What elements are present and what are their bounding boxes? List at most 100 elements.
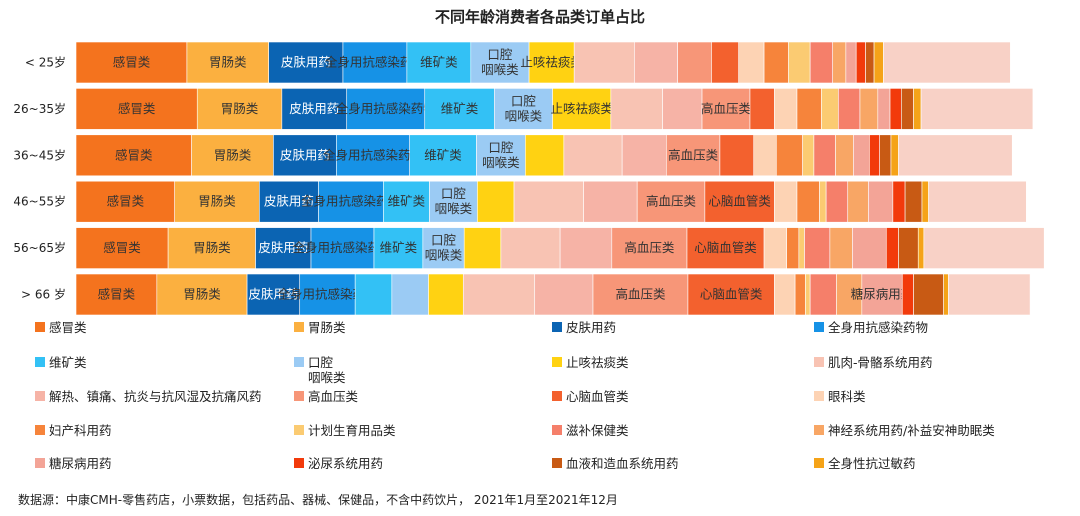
legend-label: 全身用抗感染药物 [828,320,928,335]
bar-data-label: 全身用抗感染药物 [323,147,423,162]
bar-segment-series-0 [75,134,192,177]
bar-data-label-line: 糖尿病用药 [851,287,914,302]
bar-data-label-line: 皮肤用药 [289,101,339,116]
bar-data-label-line: 皮肤用药 [280,147,330,162]
bar-segment-series-3 [299,273,356,316]
bar-segment-series-11 [774,273,796,316]
bar-segment-series-2 [281,88,348,130]
bar-data-label-line: 心脑血管类 [708,194,771,209]
bar-segment-series-7 [500,227,561,269]
bar-data-label-line: 高血压类 [615,287,666,302]
legend-label: 感冒类 [49,320,87,335]
bar-segment-series-17 [869,134,880,177]
bar-segment-series-18 [865,41,875,84]
bar-data-label: 高血压类 [624,240,675,255]
bar-segment-series-18 [879,134,892,177]
bar-segment-series-15 [847,180,869,223]
bar-data-label-line: 维矿类 [388,194,426,209]
bar-data-label-line: 维矿类 [420,55,458,70]
legend-swatch [35,322,45,332]
bar-segment-series-2 [273,134,337,177]
bar-segment-series-18 [913,273,944,316]
bar-data-label-line: 止咳祛痰类 [550,101,613,116]
bar-data-label-line: 全身用抗感染药物 [301,194,401,209]
bar-segment-series-9 [611,227,688,269]
bar-data-label-line: 感冒类 [107,194,145,209]
legend-label: 心脑血管类 [566,389,629,404]
bar-segment-series-0 [75,273,158,316]
bar-segment-series-16 [868,180,894,223]
bar-data-label-line: 皮肤用药 [248,287,298,302]
y-tick-label: < 25岁 [25,55,66,70]
bar-data-label: 止咳祛痰类 [550,101,613,116]
bar-segment-series-16 [852,227,887,269]
bar-segment-series-20 [920,88,1034,130]
bar-segment-series-15 [829,227,853,269]
legend-label: 解热、镇痛、抗炎与抗风湿及抗痛风药 [49,389,262,404]
bar-data-label-line: 维矿类 [424,147,462,162]
legend-label: 肌肉-骨骼系统用药 [828,355,933,370]
bar-data-label-line: 高血压类 [701,101,752,116]
y-tick-label: > 66 岁 [21,287,66,302]
bar-segment-series-18 [901,88,914,130]
bar-data-label-line: 高血压类 [668,147,719,162]
legend-swatch [294,425,304,435]
bar-segment-series-17 [901,273,914,316]
bar-data-label: 皮肤用药 [258,240,308,255]
legend-swatch [294,391,304,401]
bar-segment-series-7 [610,88,663,130]
bar-segment-series-3 [346,88,426,130]
bar-data-label-line: 感冒类 [98,287,136,302]
bar-data-label-line: 胃肠类 [198,194,236,209]
y-tick-label: 46~55岁 [13,194,66,209]
legend-swatch [35,357,45,367]
legend-label-line: 全身性抗过敏药 [828,456,916,471]
bar-data-label: 高血压类 [701,101,752,116]
bar-segment-series-17 [855,41,866,84]
bar-segment-series-20 [948,273,1031,316]
bar-data-label: 胃肠类 [198,194,236,209]
bar-segment-series-0 [75,88,198,130]
legend-label: 眼科类 [828,389,866,404]
bar-segment-series-20 [883,41,1011,84]
legend-label-line: 眼科类 [828,389,866,404]
bar-segment-series-7 [573,41,635,84]
bar-segment-series-8 [662,88,703,130]
bar-data-label: 感冒类 [118,101,156,116]
bar-data-label: 皮肤用药 [264,194,314,209]
bar-segment-series-13 [802,134,815,177]
legend-label: 高血压类 [308,389,359,404]
bar-data-label-line: 维矿类 [380,240,418,255]
bar-data-label-line: 胃肠类 [209,55,247,70]
legend-swatch [552,357,562,367]
bar-segment-series-10 [704,180,775,223]
bar-data-label-line: 全身用抗感染药物 [323,147,423,162]
legend-label: 全身性抗过敏药 [828,456,916,471]
legend-swatch [552,425,562,435]
bar-data-label: 全身用抗感染药物 [277,287,377,302]
y-tick-label: 36~45岁 [13,147,66,162]
bar-segment-series-14 [804,227,831,269]
bar-segment-series-4 [383,180,430,223]
legend-label: 皮肤用药 [566,320,616,335]
bar-segment-series-4 [424,88,495,130]
data-source-note: 数据源：中康CMH-零售药店，小票数据，包括药品、器械、保健品，不含中药饮片， … [18,493,618,507]
bar-segment-series-11 [774,88,798,130]
bar-segment-series-6 [463,227,502,269]
bar-data-label: 口腔咽喉类 [425,233,463,263]
bar-segment-series-9 [666,134,721,177]
bar-segment-series-8 [534,273,594,316]
bar-data-label: 感冒类 [107,194,145,209]
bar-data-label-line: 维矿类 [441,101,479,116]
bar-segment-series-8 [634,41,678,84]
bar-segment-series-14 [825,180,849,223]
bar-segment-series-10 [719,134,755,177]
bar-data-label: 维矿类 [441,101,479,116]
bar-segment-series-2 [246,273,301,316]
y-tick-label: 26~35岁 [13,101,66,116]
bar-segment-series-19 [873,41,884,84]
legend-label-line: 解热、镇痛、抗炎与抗风湿及抗痛风药 [49,389,262,404]
bar-data-label-line: 感冒类 [115,147,153,162]
bar-data-label-line: 心脑血管类 [700,287,763,302]
legend-swatch [814,322,824,332]
